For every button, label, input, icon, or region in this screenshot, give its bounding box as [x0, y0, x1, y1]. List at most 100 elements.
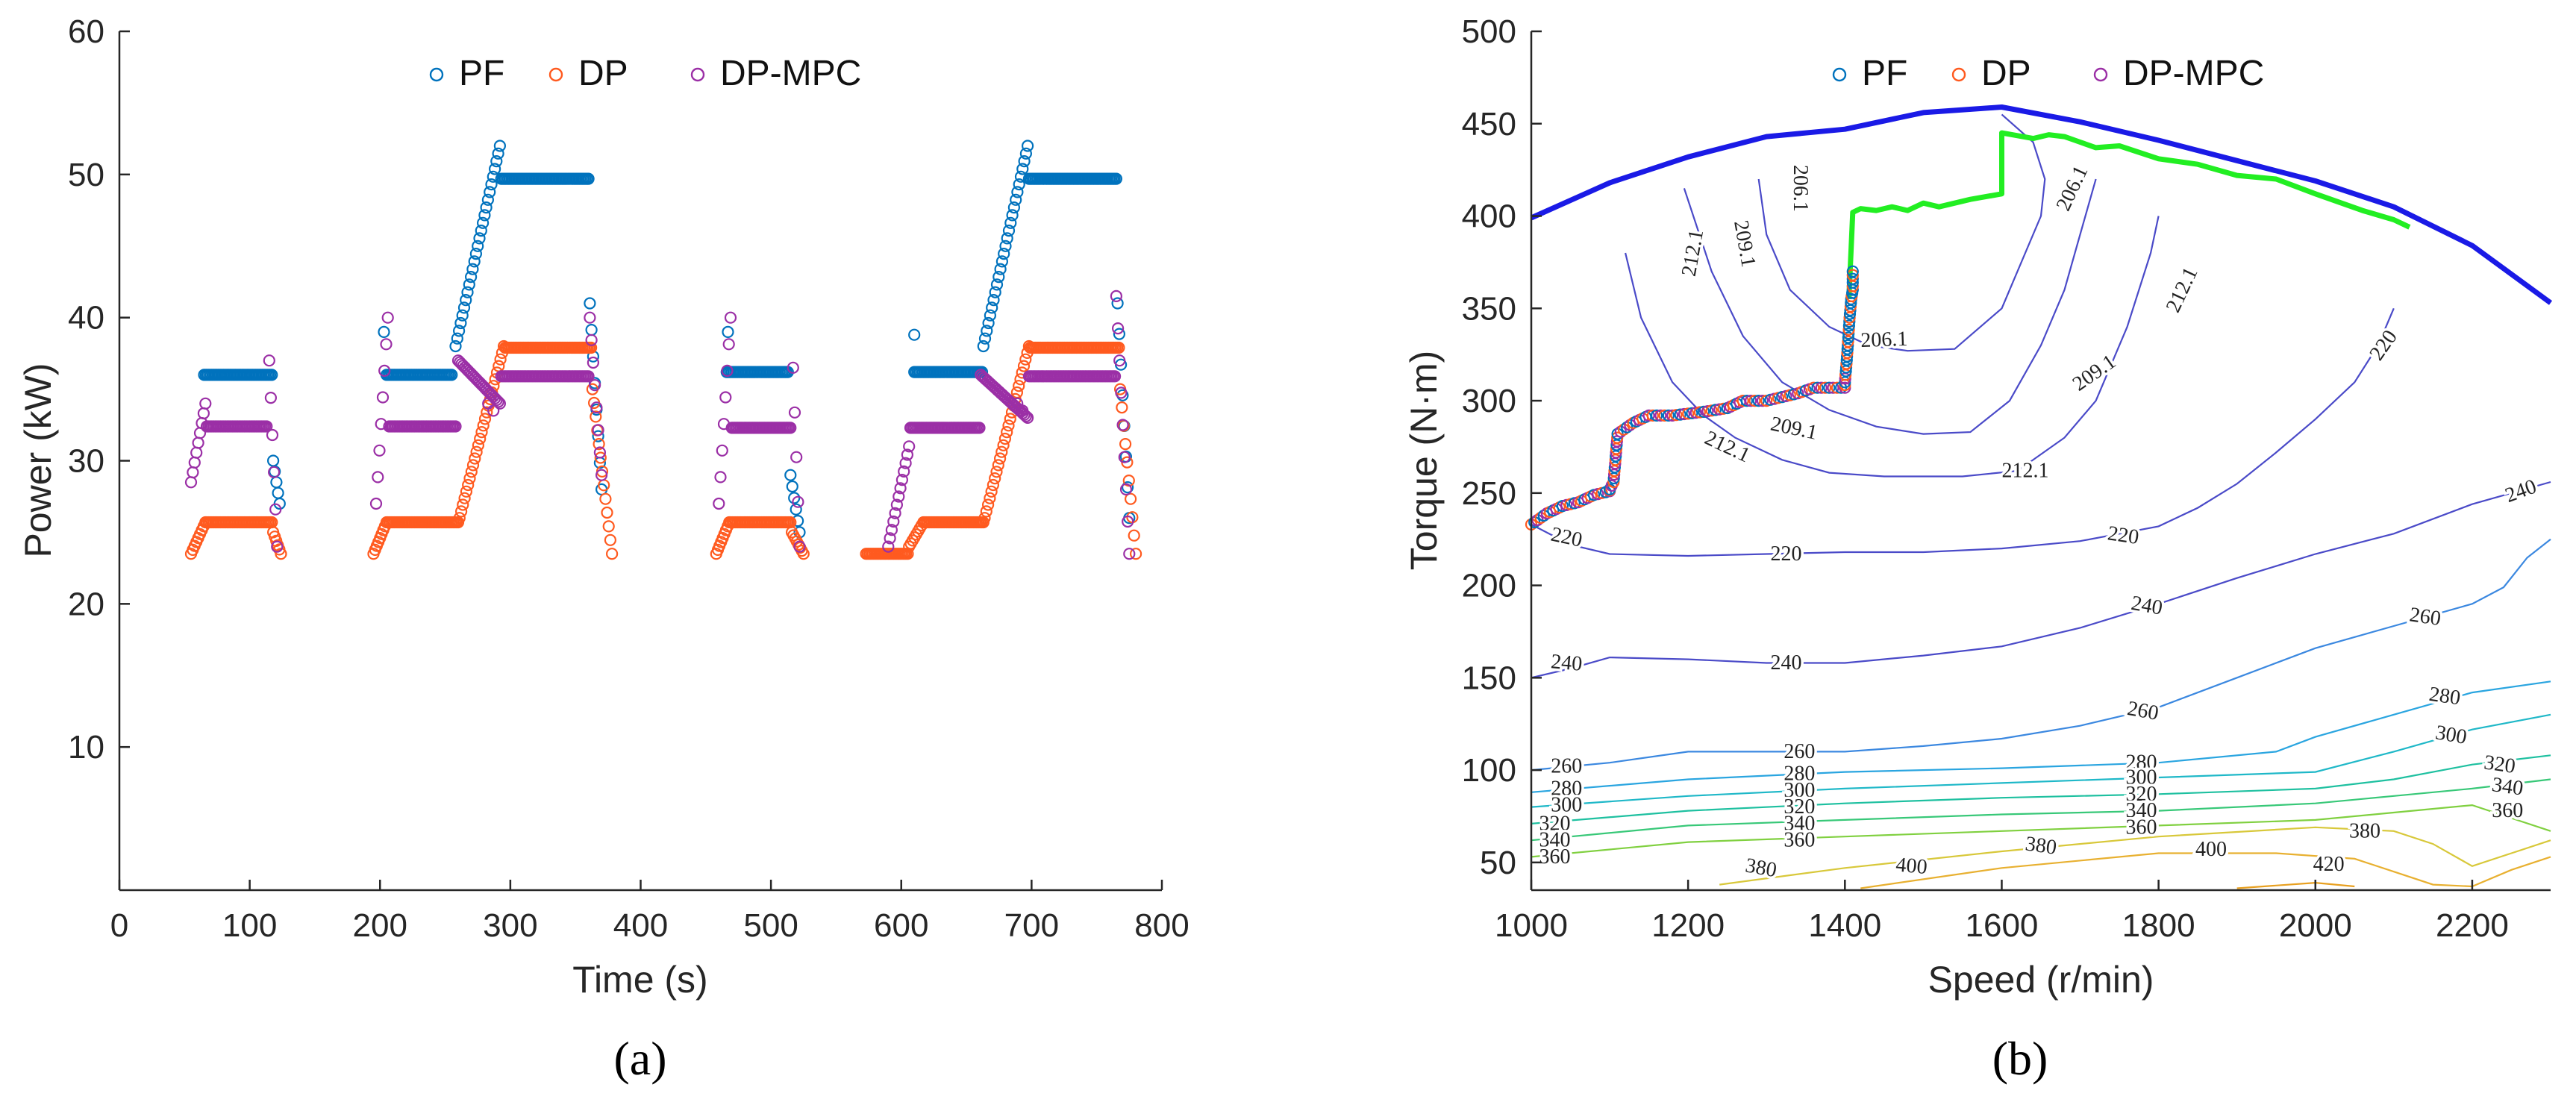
legend-label-dp-mpc: DP-MPC — [720, 54, 861, 93]
x-tick-label: 700 — [1004, 907, 1059, 944]
x-tick-label: 1400 — [1808, 907, 1881, 944]
data-point — [472, 439, 485, 451]
legend-label-dp-mpc: DP-MPC — [2123, 54, 2264, 93]
data-point — [457, 498, 469, 511]
contour-label: 380 — [2024, 832, 2058, 860]
y-tick-label: 450 — [1462, 106, 1516, 143]
contour-label: 260 — [1551, 755, 1582, 778]
contour-label: 400 — [2195, 838, 2227, 861]
data-point — [1116, 419, 1129, 431]
contour-label: 360 — [2492, 799, 2523, 822]
data-point — [714, 471, 727, 483]
contour-line-420 — [2236, 881, 2355, 889]
operating-point-dp — [1831, 381, 1843, 394]
contour-label: 220 — [2365, 326, 2401, 365]
contour-label: 340 — [1783, 812, 1815, 835]
operating-point-dp — [1658, 409, 1671, 422]
operating-point-dp — [1846, 269, 1859, 281]
data-point — [998, 432, 1012, 445]
data-point — [494, 353, 507, 366]
y-tick-label: 350 — [1462, 290, 1516, 327]
data-point — [1113, 328, 1126, 340]
contour-label: 220 — [1771, 542, 1802, 566]
operating-point-pf — [1841, 342, 1854, 355]
contour-label: 260 — [1783, 740, 1815, 763]
data-point — [1006, 209, 1019, 222]
data-point — [792, 495, 804, 508]
data-point — [381, 311, 394, 324]
data-point — [1124, 492, 1137, 505]
data-point — [376, 391, 390, 404]
operating-point-dp-mpc — [1701, 404, 1714, 418]
data-point — [790, 503, 802, 516]
x-tick-label: 800 — [1134, 907, 1189, 944]
contour-line-400 — [1860, 852, 2551, 889]
data-point — [446, 369, 458, 381]
data-point — [463, 278, 475, 291]
data-point — [478, 209, 491, 222]
operating-point-dp-mpc — [1843, 315, 1856, 328]
data-point — [1017, 360, 1031, 372]
panel-b-legend: PF DP DP-MPC — [1832, 54, 2264, 93]
data-point — [473, 232, 486, 245]
data-point — [1019, 147, 1033, 160]
data-point — [1013, 178, 1025, 191]
operating-point-pf — [1651, 409, 1663, 422]
contour-label: 260 — [2125, 697, 2160, 725]
data-point — [592, 424, 604, 436]
contour-line-260 — [1531, 538, 2551, 772]
data-point — [1115, 386, 1128, 399]
data-point — [894, 482, 907, 495]
operating-point-dp-mpc — [1624, 419, 1636, 431]
operating-point-dp-mpc — [1666, 409, 1679, 422]
data-point — [989, 472, 1001, 485]
data-point — [260, 420, 273, 433]
x-tick-label: 300 — [483, 907, 537, 944]
contour-label: 280 — [1551, 777, 1582, 800]
data-point — [977, 339, 990, 353]
panel-b-y-axis-label: Torque (N·m) — [1403, 351, 1445, 570]
data-point — [604, 533, 617, 546]
contour-label: 400 — [1895, 854, 1928, 880]
data-point — [999, 240, 1012, 252]
data-point — [1111, 322, 1125, 335]
data-point — [582, 172, 595, 185]
data-point — [1002, 419, 1015, 432]
data-point — [270, 476, 283, 489]
data-point — [994, 263, 1007, 275]
data-point — [457, 301, 471, 314]
operating-point-dp-mpc — [1654, 409, 1667, 422]
operating-point-dp — [1736, 394, 1749, 407]
operating-point-dp-mpc — [1745, 394, 1757, 407]
contour-label: 280 — [2427, 683, 2462, 710]
x-tick-label: 600 — [874, 907, 928, 944]
contour-label: 240 — [1550, 650, 1584, 676]
data-point — [268, 466, 281, 478]
data-point — [190, 446, 203, 459]
y-tick-label: 30 — [68, 443, 104, 480]
data-point — [898, 465, 910, 478]
operating-point-pf — [1811, 381, 1824, 394]
data-point — [466, 263, 479, 275]
panel-b-ticks: 1000 1200 1400 1600 1800 2000 2200 50 100 150 200 2… — [1462, 13, 2509, 944]
y-tick-label: 400 — [1462, 198, 1516, 235]
data-point — [1001, 425, 1013, 439]
contour-label: 420 — [2313, 853, 2345, 876]
operating-point-dp-mpc — [1689, 406, 1702, 419]
data-point — [1116, 401, 1128, 414]
data-point — [992, 271, 1005, 284]
operating-point-dp-mpc — [1756, 394, 1769, 407]
contour-label: 240 — [2130, 592, 2165, 620]
data-point — [477, 419, 490, 432]
data-point — [269, 503, 282, 516]
data-point — [275, 548, 287, 560]
data-point — [476, 216, 490, 229]
panel-b-x-axis-label: Speed (r/min) — [1928, 959, 2154, 1001]
data-point — [721, 364, 734, 377]
contour-line-320 — [1531, 754, 2551, 824]
data-point — [585, 324, 598, 337]
y-tick-label: 250 — [1462, 475, 1516, 512]
legend-label-dp: DP — [578, 54, 628, 93]
data-point — [716, 444, 728, 457]
operating-point-dp-mpc — [1678, 407, 1690, 421]
